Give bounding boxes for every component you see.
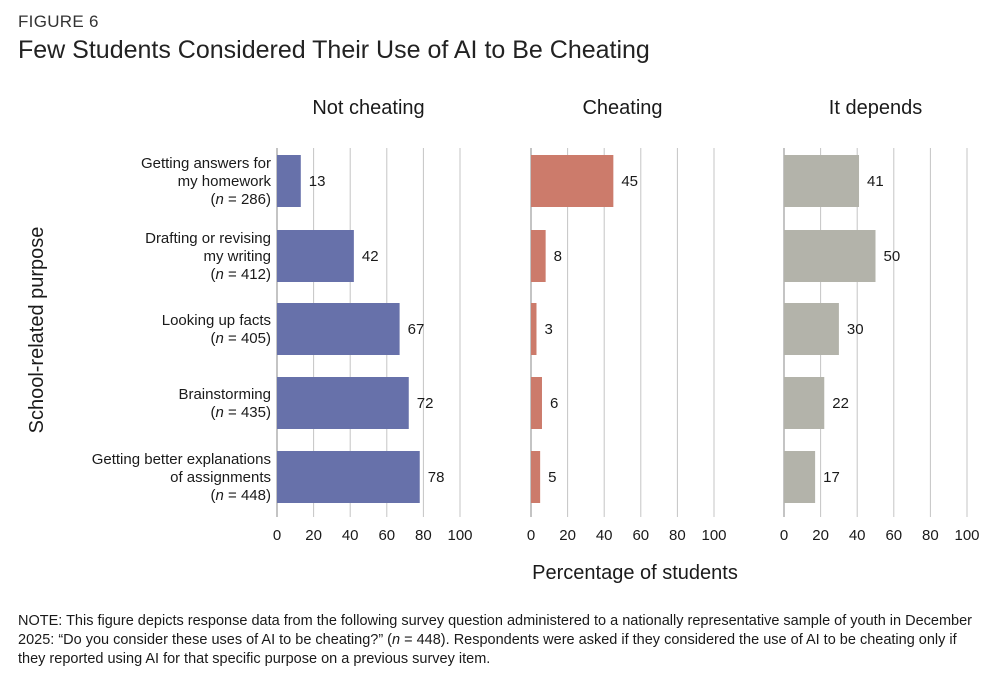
bar-value-label: 22 (832, 395, 849, 412)
category-label: my writing (203, 248, 271, 265)
bar-value-label: 45 (621, 173, 638, 190)
category-n-label: (n = 412) (211, 266, 271, 283)
note-text-1: NOTE: This figure depicts response data … (18, 613, 972, 648)
category-n-label: (n = 435) (211, 404, 271, 421)
bar-value-label: 78 (428, 469, 445, 486)
bar-value-label: 41 (867, 173, 884, 190)
category-label: Brainstorming (178, 386, 271, 403)
panel-title: It depends (829, 97, 922, 119)
category-n-label: (n = 448) (211, 487, 271, 504)
x-tick-label: 100 (954, 527, 979, 544)
category-n-label: (n = 405) (211, 330, 271, 347)
x-tick-label: 60 (378, 527, 395, 544)
bar (784, 303, 839, 355)
bar (277, 155, 301, 207)
x-tick-label: 60 (885, 527, 902, 544)
bar (784, 155, 860, 207)
x-tick-label: 40 (596, 527, 613, 544)
bar (277, 303, 400, 355)
bar-value-label: 67 (408, 321, 425, 338)
bar (784, 451, 816, 503)
bar-value-label: 8 (554, 248, 562, 265)
x-tick-label: 100 (447, 527, 472, 544)
category-label: Getting answers for (141, 155, 271, 172)
bar (277, 451, 420, 503)
panel-title: Not cheating (312, 97, 424, 119)
bar (531, 230, 546, 282)
x-tick-label: 20 (812, 527, 829, 544)
x-tick-label: 0 (273, 527, 281, 544)
bar (277, 230, 354, 282)
category-n-label: (n = 286) (211, 191, 271, 208)
x-tick-label: 40 (849, 527, 866, 544)
category-label: Getting better explanations (92, 451, 271, 468)
x-tick-label: 20 (559, 527, 576, 544)
x-tick-label: 80 (415, 527, 432, 544)
note: NOTE: This figure depicts response data … (18, 612, 978, 669)
bar-value-label: 42 (362, 248, 379, 265)
x-tick-label: 0 (780, 527, 788, 544)
bar-value-label: 30 (847, 321, 864, 338)
bar (277, 377, 409, 429)
x-tick-label: 40 (342, 527, 359, 544)
figure-title: Few Students Considered Their Use of AI … (18, 36, 650, 64)
bar-value-label: 3 (544, 321, 552, 338)
bar (531, 451, 541, 503)
category-label: Drafting or revising (145, 230, 271, 247)
x-tick-label: 0 (527, 527, 535, 544)
x-tick-label: 100 (701, 527, 726, 544)
category-label: my homework (178, 173, 272, 190)
bar (531, 155, 614, 207)
bar-value-label: 13 (309, 173, 326, 190)
category-label: of assignments (170, 469, 271, 486)
figure-label: FIGURE 6 (18, 12, 99, 31)
bar (531, 303, 537, 355)
x-tick-label: 20 (305, 527, 322, 544)
x-tick-label: 80 (922, 527, 939, 544)
bar-value-label: 17 (823, 469, 840, 486)
bar (784, 230, 876, 282)
x-axis-title: Percentage of students (532, 562, 738, 584)
note-text-2: = 448). Respondents were asked if they c… (18, 632, 957, 667)
category-label: Looking up facts (162, 312, 271, 329)
bar-value-label: 6 (550, 395, 558, 412)
bar-value-label: 50 (884, 248, 901, 265)
panel-title: Cheating (582, 97, 662, 119)
bar (531, 377, 542, 429)
bar-value-label: 5 (548, 469, 556, 486)
bar (784, 377, 825, 429)
y-axis-title: School-related purpose (26, 227, 48, 434)
note-n-symbol: n (392, 632, 401, 648)
x-tick-label: 80 (669, 527, 686, 544)
bar-value-label: 72 (417, 395, 434, 412)
x-tick-label: 60 (632, 527, 649, 544)
